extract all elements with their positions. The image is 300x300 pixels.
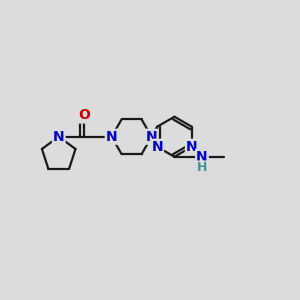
Text: H: H [197, 161, 208, 175]
Text: N: N [186, 140, 198, 154]
Text: N: N [146, 130, 158, 144]
Text: N: N [106, 130, 117, 144]
Text: N: N [151, 140, 163, 154]
Text: N: N [196, 150, 208, 164]
Text: O: O [78, 109, 90, 122]
Text: N: N [53, 130, 64, 144]
